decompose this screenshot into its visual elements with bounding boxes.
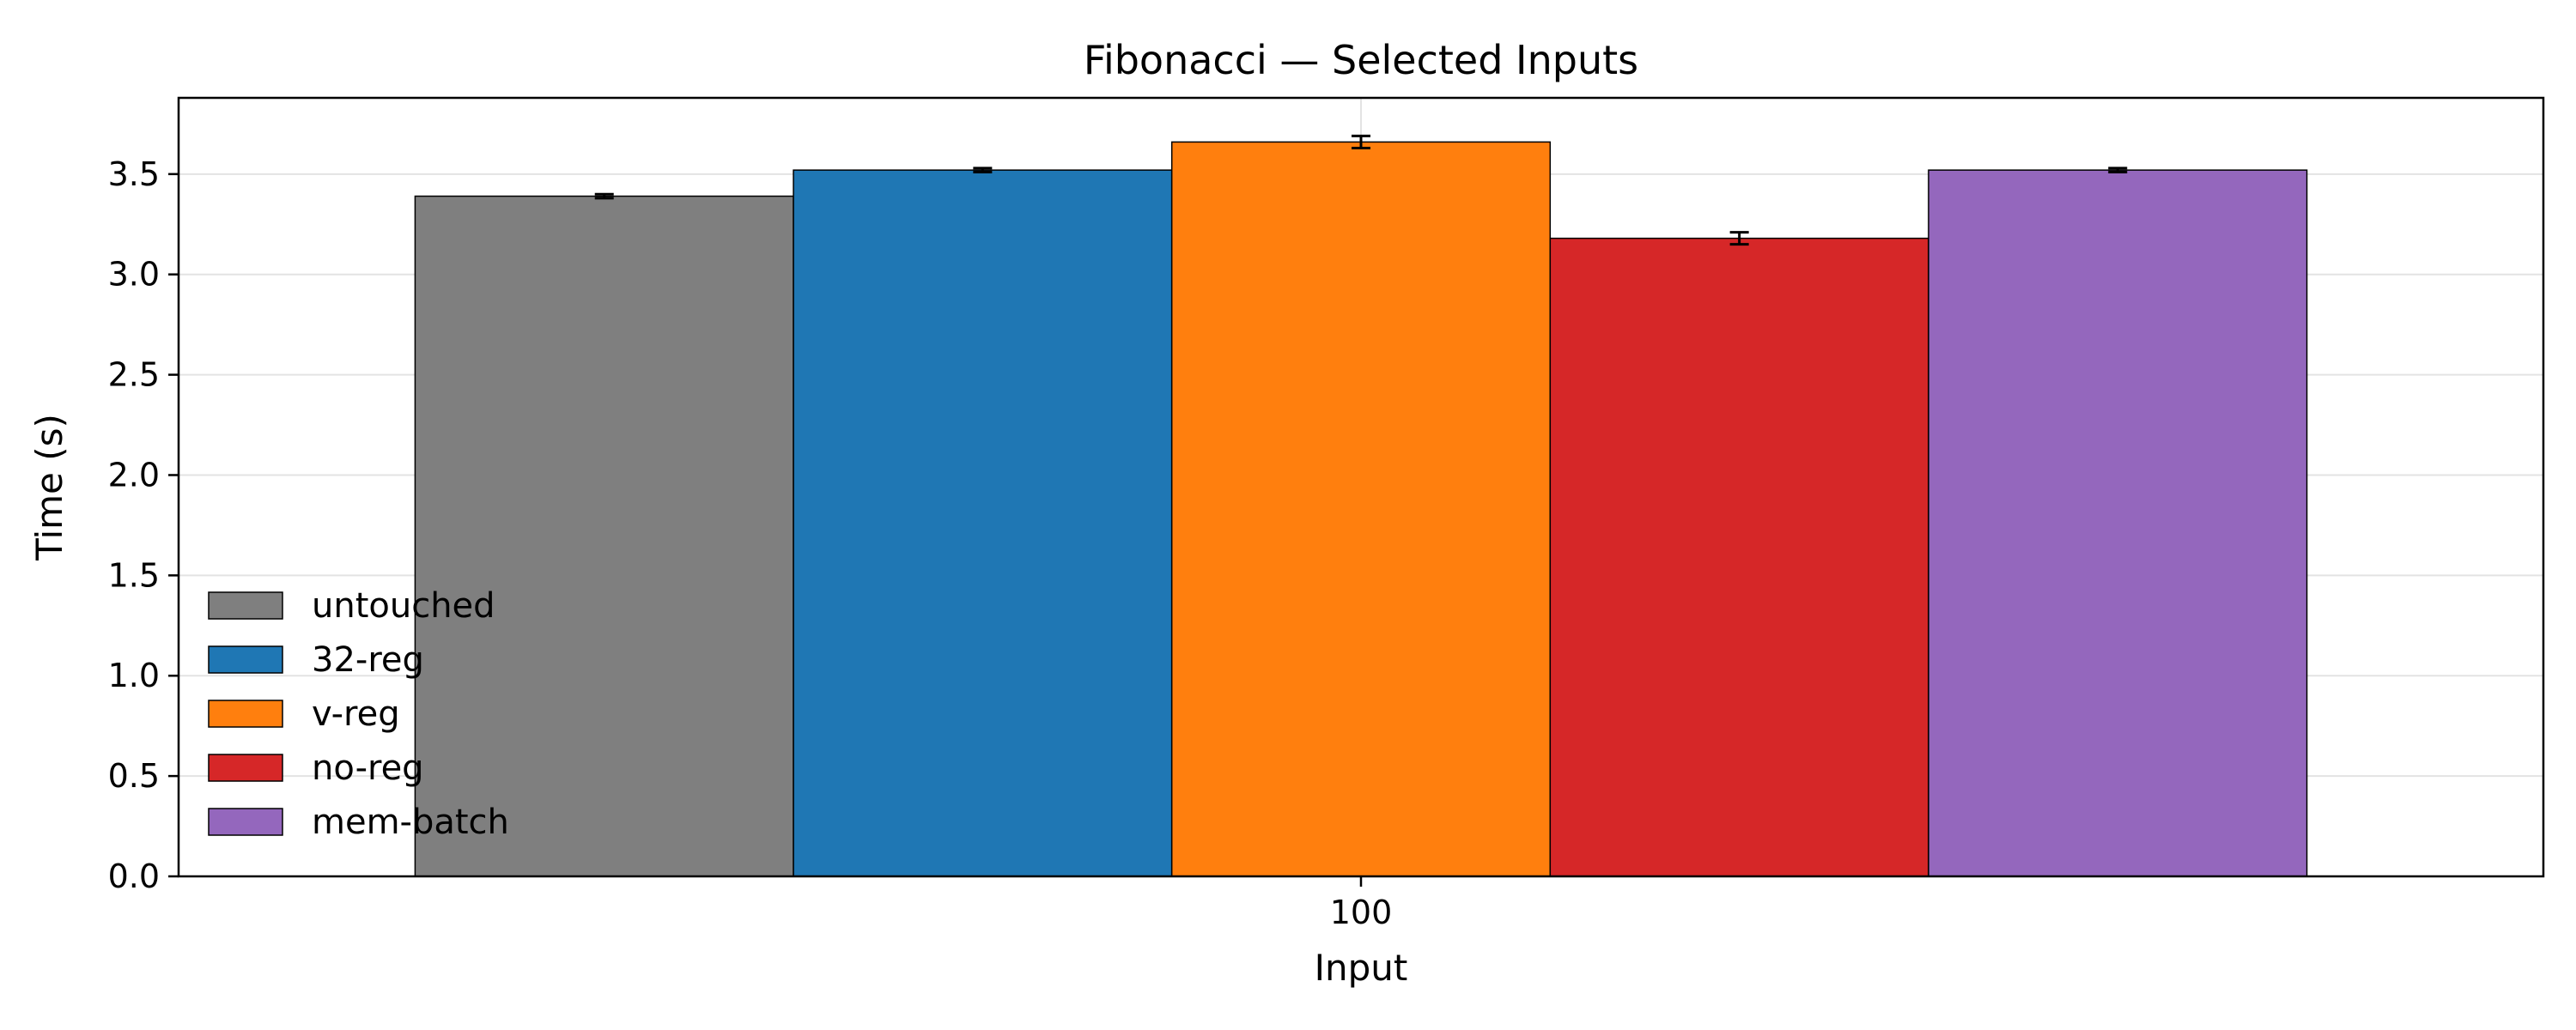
legend-label: untouched: [312, 586, 495, 626]
bars: [414, 141, 2308, 877]
legend-item-v-reg: v-reg: [208, 694, 400, 734]
legend-label: 32-reg: [312, 640, 424, 680]
y-tick-label: 2.5: [108, 356, 160, 394]
bar-v-reg: [1170, 141, 1552, 877]
x-axis-label: Input: [1315, 947, 1408, 989]
legend-swatch: [208, 700, 283, 728]
y-tick-label: 3.0: [108, 256, 160, 294]
error-bar-mem-batch: [2108, 167, 2128, 173]
y-axis-label: Time (s): [28, 414, 70, 561]
y-tick-label: 0.5: [108, 757, 160, 795]
legend: untouched 32-reg v-reg no-reg mem-batch: [208, 586, 509, 842]
bar-no-reg: [1549, 237, 1929, 877]
legend-item-no-reg: no-reg: [208, 748, 424, 788]
error-bar-untouched: [594, 192, 614, 200]
y-tick-label: 0.0: [108, 857, 160, 895]
y-tick-label: 2.0: [108, 456, 160, 494]
legend-swatch: [208, 645, 283, 674]
chart-title: Fibonacci — Selected Inputs: [1084, 37, 1638, 83]
error-bars: [594, 134, 2128, 246]
legend-swatch: [208, 591, 283, 620]
legend-item-untouched: untouched: [208, 586, 495, 626]
legend-label: mem-batch: [312, 803, 509, 842]
legend-label: v-reg: [312, 694, 400, 734]
bar-untouched: [414, 195, 794, 877]
bar-mem-batch: [1928, 169, 2308, 877]
x-tick-label: 100: [1330, 894, 1393, 931]
error-bar-32-reg: [973, 167, 993, 173]
legend-label: no-reg: [312, 748, 424, 788]
axes: 0.0 0.5 1.0 1.5 2.0 2.5 3.0 3.5 100: [108, 155, 1393, 931]
y-tick-label: 1.0: [108, 657, 160, 694]
y-tick-label: 3.5: [108, 155, 160, 193]
bar-32-reg: [793, 169, 1173, 877]
legend-item-mem-batch: mem-batch: [208, 803, 509, 842]
y-tick-label: 1.5: [108, 556, 160, 594]
error-bar-v-reg: [1352, 134, 1370, 149]
error-bar-no-reg: [1729, 231, 1749, 246]
legend-item-32-reg: 32-reg: [208, 640, 424, 680]
legend-swatch: [208, 808, 283, 836]
legend-swatch: [208, 754, 283, 782]
